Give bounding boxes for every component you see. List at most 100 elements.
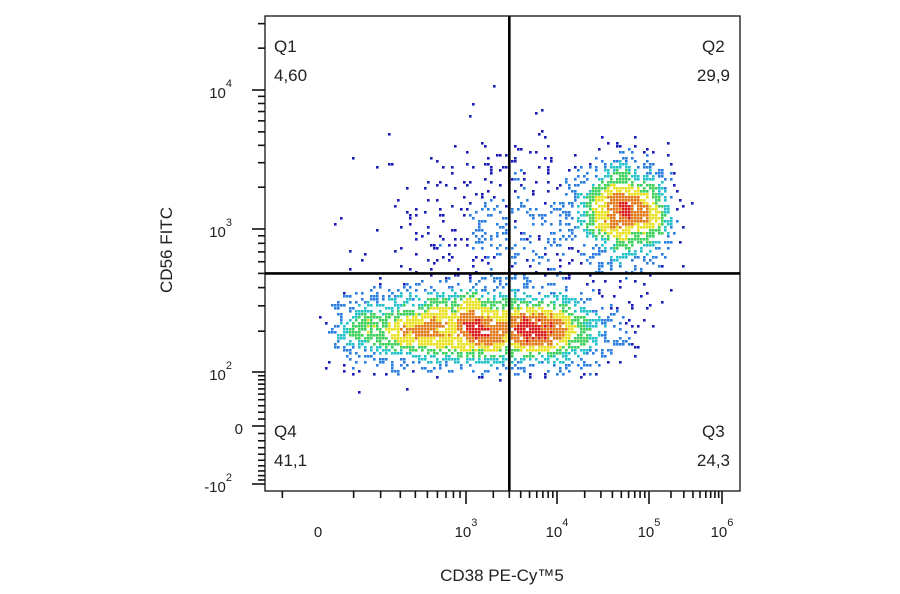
event-dot bbox=[463, 322, 466, 325]
event-dot bbox=[637, 226, 640, 229]
event-dot bbox=[556, 334, 559, 337]
event-dot bbox=[610, 232, 613, 235]
event-dot bbox=[661, 301, 664, 304]
event-dot bbox=[625, 178, 628, 181]
event-dot bbox=[565, 298, 568, 301]
event-dot bbox=[616, 190, 619, 193]
event-dot bbox=[469, 358, 472, 361]
event-dot bbox=[478, 301, 481, 304]
event-dot bbox=[547, 346, 550, 349]
event-dot bbox=[589, 322, 592, 325]
event-dot bbox=[607, 193, 610, 196]
event-dot bbox=[520, 319, 523, 322]
event-dot bbox=[355, 334, 358, 337]
event-dot bbox=[655, 208, 658, 211]
event-dot bbox=[613, 166, 616, 169]
event-dot bbox=[391, 343, 394, 346]
event-dot bbox=[529, 316, 532, 319]
event-dot bbox=[523, 316, 526, 319]
event-dot bbox=[487, 337, 490, 340]
event-dot bbox=[484, 328, 487, 331]
event-dot bbox=[478, 334, 481, 337]
event-dot bbox=[436, 184, 439, 187]
event-dot bbox=[469, 295, 472, 298]
event-dot bbox=[346, 355, 349, 358]
event-dot bbox=[619, 337, 622, 340]
event-dot bbox=[436, 313, 439, 316]
event-dot bbox=[538, 292, 541, 295]
event-dot bbox=[514, 349, 517, 352]
event-dot bbox=[553, 337, 556, 340]
event-dot bbox=[556, 316, 559, 319]
event-dot bbox=[649, 304, 652, 307]
event-dot bbox=[499, 244, 502, 247]
event-dot bbox=[544, 349, 547, 352]
event-dot bbox=[649, 274, 652, 277]
event-dot bbox=[523, 340, 526, 343]
event-dot bbox=[397, 319, 400, 322]
event-dot bbox=[553, 322, 556, 325]
event-dot bbox=[469, 298, 472, 301]
event-dot bbox=[529, 265, 532, 268]
event-dot bbox=[538, 352, 541, 355]
event-dot bbox=[547, 268, 550, 271]
event-dot bbox=[562, 277, 565, 280]
event-dot bbox=[412, 361, 415, 364]
event-dot bbox=[514, 298, 517, 301]
event-dot bbox=[637, 241, 640, 244]
event-dot bbox=[619, 235, 622, 238]
event-dot bbox=[535, 310, 538, 313]
event-dot bbox=[421, 358, 424, 361]
event-dot bbox=[616, 220, 619, 223]
event-dot bbox=[595, 343, 598, 346]
event-dot bbox=[409, 328, 412, 331]
event-dot bbox=[547, 169, 550, 172]
event-dot bbox=[586, 193, 589, 196]
event-dot bbox=[355, 331, 358, 334]
event-dot bbox=[637, 208, 640, 211]
event-dot bbox=[397, 307, 400, 310]
event-dot bbox=[457, 307, 460, 310]
event-dot bbox=[499, 334, 502, 337]
event-dot bbox=[610, 190, 613, 193]
event-dot bbox=[646, 196, 649, 199]
event-dot bbox=[511, 256, 514, 259]
event-dot bbox=[445, 304, 448, 307]
event-dot bbox=[652, 190, 655, 193]
event-dot bbox=[463, 181, 466, 184]
event-dot bbox=[571, 247, 574, 250]
event-dot bbox=[592, 247, 595, 250]
event-dot bbox=[403, 334, 406, 337]
event-dot bbox=[631, 307, 634, 310]
event-dot bbox=[475, 316, 478, 319]
event-dot bbox=[388, 331, 391, 334]
event-dot bbox=[382, 337, 385, 340]
event-dot bbox=[610, 193, 613, 196]
event-dot bbox=[598, 148, 601, 151]
event-dot bbox=[421, 334, 424, 337]
event-dot bbox=[445, 358, 448, 361]
event-dot bbox=[400, 346, 403, 349]
event-dot bbox=[547, 358, 550, 361]
plot-frame bbox=[264, 15, 741, 492]
event-dot bbox=[409, 313, 412, 316]
event-dot bbox=[568, 274, 571, 277]
event-dot bbox=[544, 253, 547, 256]
event-dot bbox=[442, 346, 445, 349]
event-dot bbox=[649, 220, 652, 223]
event-dot bbox=[583, 349, 586, 352]
event-dot bbox=[583, 307, 586, 310]
event-dot bbox=[550, 340, 553, 343]
event-dot bbox=[625, 199, 628, 202]
event-dot bbox=[631, 214, 634, 217]
event-dot bbox=[616, 226, 619, 229]
event-dot bbox=[472, 259, 475, 262]
event-dot bbox=[400, 319, 403, 322]
event-dot bbox=[586, 232, 589, 235]
event-dot bbox=[574, 199, 577, 202]
event-dot bbox=[526, 343, 529, 346]
event-dot bbox=[496, 223, 499, 226]
event-dot bbox=[682, 265, 685, 268]
event-dot bbox=[466, 349, 469, 352]
event-dot bbox=[628, 178, 631, 181]
